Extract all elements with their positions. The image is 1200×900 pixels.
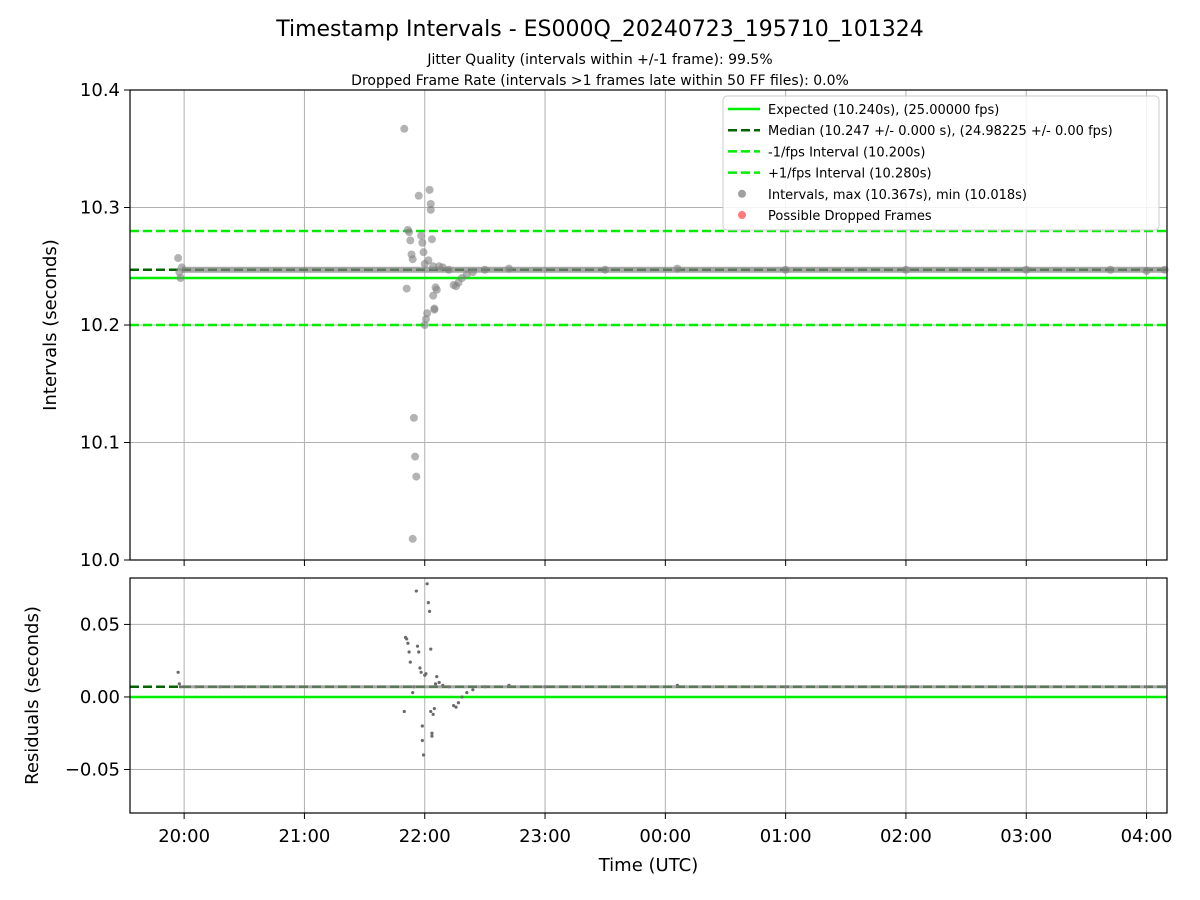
interval-point <box>423 309 432 318</box>
interval-point <box>418 238 427 247</box>
interval-point <box>409 413 418 422</box>
residual-point <box>417 650 421 654</box>
interval-point <box>414 191 423 200</box>
residual-point <box>452 704 456 708</box>
residual-point <box>420 738 424 743</box>
axes-frame <box>129 577 1168 814</box>
legend-label: Median (10.247 +/- 0.000 s), (24.98225 +… <box>768 124 1113 139</box>
interval-point <box>424 256 433 265</box>
residual-point <box>430 731 434 735</box>
interval-point <box>426 205 435 214</box>
interval-point <box>430 305 439 314</box>
residual-point <box>177 682 181 686</box>
residual-point <box>435 675 439 679</box>
residual-point <box>415 644 420 648</box>
residual-point <box>429 709 433 714</box>
interval-point <box>405 228 414 237</box>
interval-point <box>425 185 434 194</box>
interval-point <box>402 284 411 293</box>
residuals-panel: −0.05 0.00 0.05 20:00 21:00 22:00 23:00 00:00 01… <box>22 577 1173 876</box>
steady-interval-band <box>181 685 1166 689</box>
legend-label: Possible Dropped Frames <box>768 209 932 224</box>
intervals-panel: 10.0 10.1 10.2 10.3 10.4 Intervals (seconds) E… <box>40 80 1169 571</box>
y-tick-label: 10.1 <box>80 433 120 454</box>
interval-point <box>408 534 417 543</box>
x-tick-label: 04:00 <box>1121 826 1173 847</box>
interval-point <box>400 124 409 133</box>
legend-swatch-intervals <box>738 189 746 198</box>
y-tick-label: 0.00 <box>80 687 120 708</box>
residual-point <box>408 660 412 664</box>
x-tick-label: 03:00 <box>1000 826 1052 847</box>
interval-point <box>174 254 183 263</box>
interval-point <box>408 255 417 264</box>
legend-label: -1/fps Interval (10.200s) <box>768 145 925 160</box>
interval-point <box>432 285 441 294</box>
residual-point <box>419 670 423 674</box>
figure-subtitle-jitter: Jitter Quality (intervals within +/-1 fr… <box>426 52 772 68</box>
residual-point <box>411 690 415 695</box>
y-axis-label: Residuals (seconds) <box>22 606 43 785</box>
residual-point <box>437 680 441 685</box>
legend-label: Expected (10.240s), (25.00000 fps) <box>768 103 999 118</box>
residual-point <box>426 601 430 605</box>
residual-point <box>421 753 426 757</box>
legend-label: +1/fps Interval (10.280s) <box>768 167 932 182</box>
y-tick-label: 0.05 <box>80 614 120 635</box>
residual-point <box>424 672 428 676</box>
y-tick-label: 10.3 <box>80 198 120 219</box>
x-tick-label: 20:00 <box>158 826 210 847</box>
residual-point <box>176 670 180 674</box>
residual-point <box>178 685 183 689</box>
x-tick-label: 00:00 <box>639 826 691 847</box>
steady-interval-band <box>181 266 1166 273</box>
residual-point <box>465 690 469 695</box>
legend: Expected (10.240s), (25.00000 fps) Median… <box>722 95 1160 231</box>
interval-point <box>429 291 438 300</box>
residual-point <box>429 647 433 651</box>
residual-point <box>471 688 475 692</box>
interval-point <box>412 472 421 481</box>
interval-point <box>427 235 436 244</box>
residual-point <box>432 706 436 711</box>
residual-point <box>430 734 434 738</box>
legend-label: Intervals, max (10.367s), min (10.018s) <box>768 188 1027 203</box>
residual-point <box>406 641 410 645</box>
interval-point <box>406 236 415 245</box>
residual-point <box>407 650 411 654</box>
residual-point <box>460 695 464 699</box>
legend-box <box>722 95 1160 231</box>
y-tick-label: 10.2 <box>80 315 120 336</box>
interval-point <box>411 452 420 461</box>
y-axis-label: Intervals (seconds) <box>40 239 61 411</box>
residual-point <box>405 637 409 641</box>
interval-point <box>419 248 428 257</box>
residual-point <box>433 682 438 686</box>
x-tick-label: 23:00 <box>519 826 571 847</box>
residual-point <box>402 709 406 714</box>
residual-point <box>456 701 461 705</box>
x-tick-label: 21:00 <box>278 826 330 847</box>
residual-point <box>414 589 418 593</box>
y-tick-label: −0.05 <box>65 759 120 780</box>
figure-title: Timestamp Intervals - ES000Q_20240723_19… <box>275 17 924 42</box>
interval-point <box>417 231 426 240</box>
legend-swatch-dropped <box>738 211 746 219</box>
residual-point <box>454 705 458 709</box>
interval-point <box>426 199 435 208</box>
interval-point <box>176 274 185 282</box>
residual-point <box>425 582 429 586</box>
x-tick-label: 02:00 <box>880 826 932 847</box>
y-tick-label: 10.4 <box>80 80 120 101</box>
x-axis-label: Time (UTC) <box>598 855 699 876</box>
residual-point <box>431 712 435 716</box>
residual-point <box>420 724 424 728</box>
x-tick-label: 22:00 <box>399 826 451 847</box>
figure-subtitle-dropped: Dropped Frame Rate (intervals >1 frames … <box>351 73 849 89</box>
residual-point <box>418 666 422 670</box>
x-tick-label: 01:00 <box>760 826 812 847</box>
residual-point <box>427 609 432 613</box>
y-tick-label: 10.0 <box>80 550 120 571</box>
